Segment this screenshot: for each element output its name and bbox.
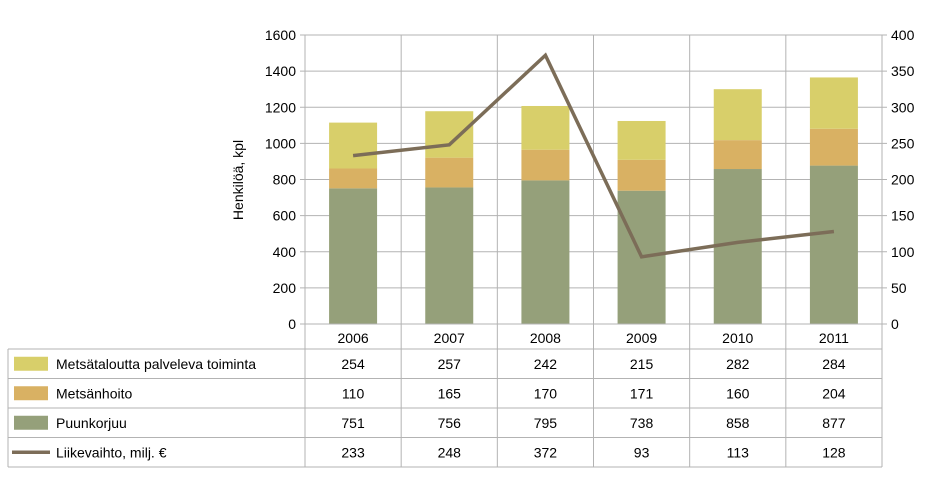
y-tick-label: 1600: [265, 27, 296, 43]
y2-tick-label: 50: [891, 280, 907, 296]
axes: 0 200 400 600 800 1000 1200 1400 1600 0 50 100 150 20…: [265, 27, 915, 332]
bar-segment: [425, 111, 474, 158]
table-value: 372: [534, 444, 558, 460]
y-tick-label: 200: [273, 280, 297, 296]
bar-segment: [329, 188, 378, 324]
table-value: 282: [726, 356, 750, 372]
y-tick-label: 1400: [265, 63, 296, 79]
category-label: 2008: [530, 330, 561, 346]
y-tick-label: 600: [273, 208, 297, 224]
y-axis-label: Henkilöä, kpl: [230, 140, 246, 220]
bar-segment: [329, 122, 378, 169]
y2-tick-label: 300: [891, 99, 915, 115]
table-value: 858: [726, 415, 750, 431]
legend-label: Metsänhoito: [56, 385, 132, 401]
category-label: 2007: [434, 330, 465, 346]
table-value: 248: [438, 444, 462, 460]
y-tick-label: 0: [288, 316, 296, 332]
bar-segment: [329, 168, 378, 189]
bar-segment: [425, 187, 474, 324]
revenue-line: [352, 52, 835, 259]
table-value: 204: [822, 385, 846, 401]
legend-label: Metsätaloutta palveleva toiminta: [56, 356, 256, 372]
revenue-line-path: [352, 52, 835, 259]
y2-tick-label: 350: [891, 63, 915, 79]
data-table: 2006 2007 2008 2009 2010 2011 Metsätaloutta pa…: [7, 323, 882, 468]
bar-segment: [809, 77, 858, 129]
bar-segment: [713, 140, 762, 170]
y2-tick-label: 0: [891, 316, 899, 332]
table-value: 756: [438, 415, 462, 431]
table-value: 165: [438, 385, 462, 401]
category-label: 2006: [338, 330, 369, 346]
y2-tick-label: 250: [891, 135, 915, 151]
bar-segment: [809, 128, 858, 166]
bar-segment: [521, 149, 570, 181]
table-value: 113: [727, 444, 750, 460]
table-value: 160: [726, 385, 750, 401]
y-tick-label: 400: [273, 244, 297, 260]
bar-segment: [617, 159, 666, 191]
table-value: 795: [534, 415, 558, 431]
table-value: 93: [634, 444, 650, 460]
bar-segment: [425, 157, 474, 188]
bar-segment: [713, 89, 762, 141]
category-label: 2011: [819, 330, 849, 346]
bars: [329, 77, 858, 324]
category-label: 2010: [722, 330, 753, 346]
y2-tick-label: 400: [891, 27, 915, 43]
legend-label: Liikevaihto, milj. €: [56, 444, 167, 460]
table-value: 128: [822, 444, 846, 460]
table-value: 738: [630, 415, 654, 431]
table-value: 877: [822, 415, 846, 431]
y2-tick-label: 150: [891, 208, 915, 224]
table-value: 215: [630, 356, 654, 372]
gridlines: [304, 34, 883, 467]
table-value: 110: [342, 385, 365, 401]
y-tick-label: 800: [273, 172, 297, 188]
category-label: 2009: [626, 330, 657, 346]
legend-key: [14, 415, 48, 430]
table-value: 171: [630, 385, 654, 401]
legend-label: Puunkorjuu: [56, 415, 127, 431]
table-value: 257: [438, 356, 462, 372]
table-value: 233: [341, 444, 365, 460]
bar-segment: [617, 120, 666, 160]
table-value: 170: [534, 385, 558, 401]
y2-tick-label: 200: [891, 172, 915, 188]
y2-tick-label: 100: [891, 244, 915, 260]
legend-key: [14, 356, 48, 371]
table-value: 254: [341, 356, 365, 372]
y-tick-label: 1200: [265, 99, 296, 115]
y-tick-label: 1000: [265, 135, 296, 151]
bar-segment: [521, 180, 570, 324]
legend-key: [14, 386, 48, 401]
bar-segment: [809, 165, 858, 324]
table-value: 242: [534, 356, 558, 372]
bar-segment: [521, 105, 570, 150]
table-value: 284: [822, 356, 846, 372]
table-value: 751: [341, 415, 365, 431]
